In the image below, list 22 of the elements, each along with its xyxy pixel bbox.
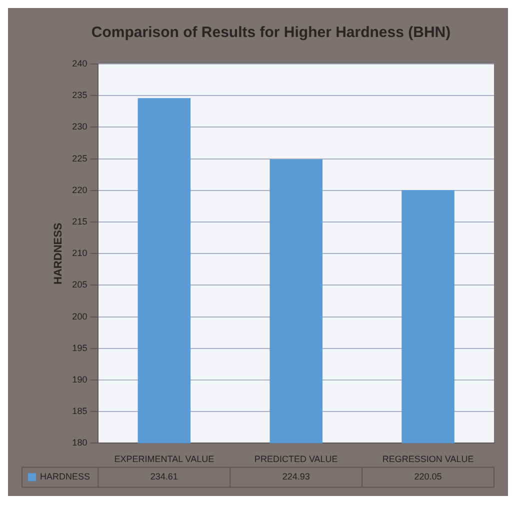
y-tick-label: 205 (72, 280, 88, 290)
chart-title: Comparison of Results for Higher Hardness (BHN) (91, 24, 451, 42)
y-tick-label: 240 (72, 58, 88, 68)
x-tick-label: REGRESSION VALUE (382, 454, 474, 464)
y-tick-label: 220 (72, 184, 88, 195)
x-tick-label: EXPERIMENTAL VALUE (114, 454, 214, 464)
y-tick-label: 185 (72, 406, 88, 416)
y-tick-label: 235 (72, 90, 88, 100)
y-tick-label: 195 (72, 342, 88, 353)
y-tick-label: 180 (72, 438, 88, 448)
y-tick-label: 190 (72, 374, 88, 384)
legend-label: HARDNESS (40, 472, 90, 482)
y-tick-label: 200 (72, 311, 88, 322)
x-tick-label: PREDICTED VALUE (254, 454, 338, 464)
y-tick-label: 230 (72, 122, 88, 132)
data-label: 220.05 (414, 472, 442, 482)
data-label: 224.93 (282, 472, 310, 482)
y-tick-label: 210 (72, 248, 88, 258)
y-axis-title: HARDNESS (52, 222, 65, 284)
y-tick-label: 215 (72, 216, 88, 226)
data-label: 234.61 (150, 472, 178, 482)
y-tick-label: 225 (72, 153, 88, 164)
